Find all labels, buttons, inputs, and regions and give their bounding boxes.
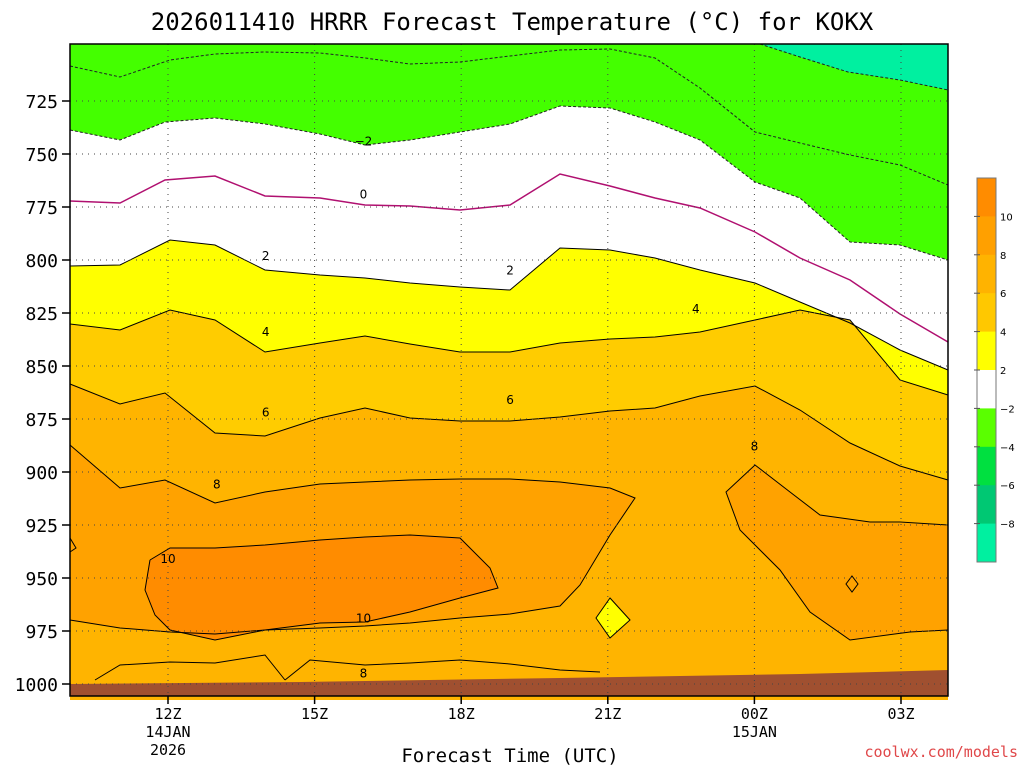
colorbar-label: −8 <box>1000 520 1015 531</box>
contour-label: 4 <box>692 302 700 316</box>
colorbar-label: −4 <box>1000 443 1015 454</box>
y-tick-label: 950 <box>25 569 58 590</box>
colorbar-label: 2 <box>1000 366 1006 377</box>
contour-8-surface-b <box>284 659 601 681</box>
contour-10 <box>144 534 499 641</box>
band-8-to-10-right <box>726 465 948 640</box>
colorbar-swatch <box>977 370 996 409</box>
x-tick-label: 00Z <box>741 705 768 723</box>
colorbar-swatch <box>977 485 996 525</box>
x-tick-label: 18Z <box>448 705 475 723</box>
contour-label: 0 <box>360 187 368 201</box>
y-tick-label: 750 <box>25 145 58 166</box>
colorbar-swatch <box>977 254 996 294</box>
colorbar-swatch <box>977 446 996 486</box>
colorbar-label: −6 <box>1000 481 1015 492</box>
contour-8-right <box>725 464 949 641</box>
band-cold-core <box>760 44 948 90</box>
contour-label: 2 <box>506 264 514 278</box>
contour-label: 4 <box>262 325 270 339</box>
y-axis: 725 750 775 800 825 850 875 900 925 950 975 1000 <box>15 92 70 696</box>
contour-8-surface <box>94 654 286 681</box>
y-tick-label: 850 <box>25 357 58 378</box>
band-neg2-to-0 <box>70 106 948 300</box>
contour-label: 2 <box>262 249 270 263</box>
contour-label: 6 <box>262 406 270 420</box>
band-neg4-to-neg2-top <box>70 44 948 185</box>
contour-small-diamond <box>845 575 859 593</box>
band-small-cell <box>596 598 630 638</box>
colorbar: 10 8 6 4 2 −2 −4 −6 −8 <box>974 177 1015 563</box>
contour-label: 10 <box>356 611 371 625</box>
contour-10-left-edge <box>69 537 77 553</box>
colorbar-label: −2 <box>1000 404 1015 415</box>
y-tick-label: 725 <box>25 92 58 113</box>
contour-6 <box>69 383 949 481</box>
x-tick-date: 15JAN <box>732 723 777 741</box>
contour-labels: −2 0 2 2 4 4 6 6 8 8 8 10 10 <box>160 134 758 680</box>
colorbar-label: 8 <box>1000 251 1006 262</box>
contour-label: 8 <box>213 478 221 492</box>
y-tick-label: 800 <box>25 251 58 272</box>
contour-0 <box>69 173 949 343</box>
x-tick-label: 21Z <box>594 705 621 723</box>
band-above-10 <box>145 535 498 640</box>
colorbar-label: 4 <box>1000 328 1006 339</box>
y-tick-label: 775 <box>25 198 58 219</box>
contour-8 <box>69 444 636 635</box>
x-axis-title: Forecast Time (UTC) <box>401 745 618 767</box>
x-tick-label: 15Z <box>301 705 328 723</box>
chart-title: 2026011410 HRRR Forecast Temperature (°C… <box>151 8 874 36</box>
colorbar-swatch <box>977 178 996 217</box>
x-tick-date: 14JAN <box>145 723 190 741</box>
x-tick-label: 03Z <box>887 705 914 723</box>
contour-label: 10 <box>160 552 175 566</box>
colorbar-swatch <box>977 408 996 448</box>
y-tick-label: 900 <box>25 463 58 484</box>
colorbar-swatch <box>977 331 996 371</box>
contour-label: −2 <box>355 134 373 148</box>
contour-4 <box>69 309 949 396</box>
contour-neg4 <box>69 48 949 186</box>
y-tick-label: 875 <box>25 410 58 431</box>
y-tick-label: 925 <box>25 516 58 537</box>
plot-frame <box>69 43 949 697</box>
colorbar-swatch <box>977 293 996 333</box>
y-tick-label: 1000 <box>15 675 58 696</box>
contour-label: 8 <box>751 440 759 454</box>
ground <box>70 670 948 696</box>
watermark: coolwx.com/models <box>864 743 1018 761</box>
colorbar-label: 10 <box>1000 212 1013 223</box>
contour-small-cell <box>595 597 631 639</box>
contour-2 <box>69 239 949 371</box>
x-tick-year: 2026 <box>150 741 186 759</box>
colorbar-swatch <box>977 523 996 563</box>
y-tick-label: 975 <box>25 622 58 643</box>
contour-label: 6 <box>506 393 514 407</box>
contour-label: 8 <box>360 666 368 680</box>
colorbar-label: 6 <box>1000 289 1006 300</box>
plot-area: −2 0 2 2 4 4 6 6 8 8 8 10 10 725 750 775 800 825 850 875 90… <box>15 43 949 759</box>
y-tick-label: 825 <box>25 304 58 325</box>
x-tick-label: 12Z <box>154 705 181 723</box>
contour-neg4-b <box>759 43 949 91</box>
grid <box>70 44 948 696</box>
colorbar-swatch <box>977 216 996 256</box>
